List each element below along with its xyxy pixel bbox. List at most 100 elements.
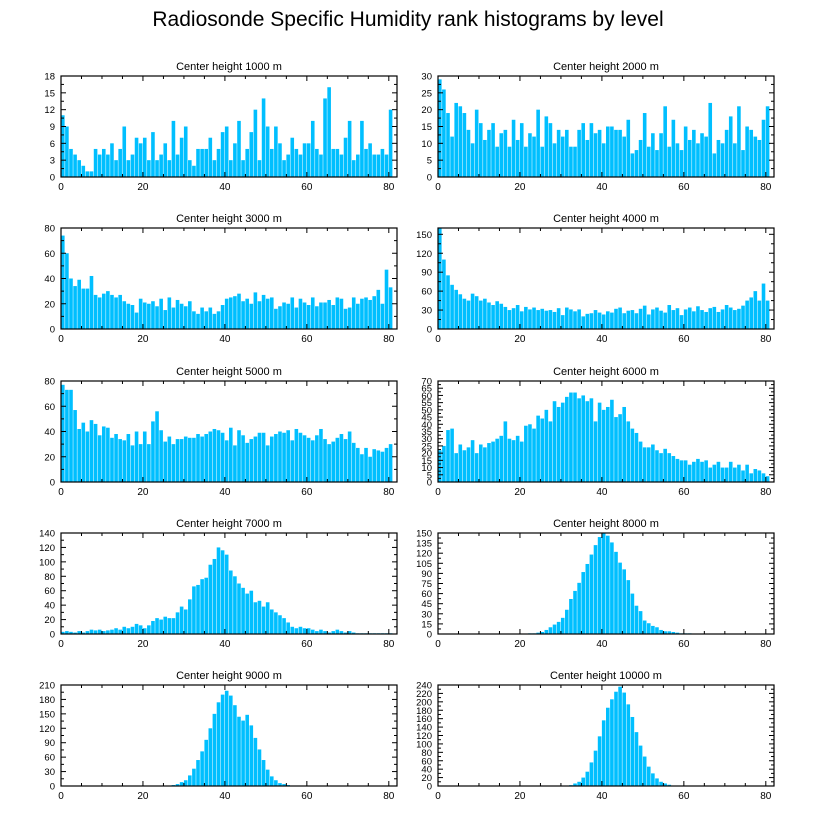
- histogram-bar: [351, 442, 356, 482]
- histogram-bar: [204, 434, 209, 482]
- histogram-bar: [335, 297, 340, 329]
- histogram-bar: [384, 447, 389, 482]
- histogram-bar: [204, 739, 209, 786]
- histogram-bar: [245, 714, 249, 786]
- histogram-bar: [606, 707, 610, 786]
- histogram-bar: [646, 314, 651, 329]
- y-tick-label: 15: [421, 456, 432, 467]
- histogram-bar: [208, 307, 213, 329]
- y-tick-label: 30: [421, 434, 432, 445]
- histogram-bar: [655, 450, 659, 482]
- histogram-bar: [216, 702, 221, 786]
- histogram-bar: [597, 402, 602, 482]
- histogram-bar: [589, 123, 594, 177]
- histogram-bar: [323, 631, 327, 634]
- histogram-bar: [388, 444, 393, 483]
- histogram-panel-4: Center height 4000 m 0 20 40 60 80 0 30 60 90 120 1…: [416, 213, 775, 345]
- histogram-bar: [536, 109, 540, 177]
- x-tick-label: 40: [596, 791, 608, 802]
- y-tick-label: 150: [39, 709, 55, 720]
- histogram-bar: [478, 444, 483, 482]
- histogram-bar: [261, 432, 266, 482]
- histogram-bar: [183, 306, 188, 329]
- histogram-bar: [610, 312, 614, 329]
- y-tick-label: 5: [427, 156, 432, 167]
- histogram-bar: [310, 297, 315, 329]
- y-tick-label: 20: [44, 615, 55, 626]
- histogram-bar: [765, 106, 770, 177]
- histogram-bar: [220, 432, 225, 482]
- histogram-bar: [569, 598, 573, 634]
- x-tick-label: 60: [678, 791, 690, 802]
- histogram-bar: [208, 728, 213, 786]
- histogram-bar: [757, 470, 762, 482]
- histogram-bar: [671, 119, 676, 177]
- histogram-bar: [323, 302, 327, 329]
- histogram-bar: [122, 301, 127, 329]
- histogram-bar: [220, 550, 225, 634]
- histogram-bar: [716, 311, 721, 329]
- histogram-bar: [147, 625, 151, 634]
- histogram-bar: [171, 618, 176, 634]
- histogram-bar: [294, 428, 299, 482]
- histogram-bar: [503, 306, 508, 329]
- histogram-bar: [519, 123, 524, 177]
- histogram-bar: [269, 609, 274, 634]
- y-tick-label: 60: [44, 753, 55, 764]
- y-tick-label: 20: [421, 105, 432, 116]
- histogram-bar: [696, 458, 700, 482]
- histogram-bar: [548, 421, 553, 482]
- histogram-bar: [585, 563, 590, 634]
- histogram-bar: [282, 160, 286, 177]
- histogram-bar: [110, 437, 114, 482]
- histogram-bar: [687, 464, 692, 482]
- histogram-bar: [638, 139, 643, 177]
- histogram-bar: [515, 139, 520, 177]
- histogram-bar: [261, 294, 266, 329]
- histogram-bar: [188, 301, 192, 329]
- histogram-bar: [536, 415, 540, 482]
- y-tick-label: 5: [427, 470, 432, 481]
- histogram-bar: [458, 444, 463, 482]
- y-tick-label: 180: [39, 695, 55, 706]
- x-tick-label: 80: [383, 182, 395, 193]
- histogram-bar: [183, 609, 188, 634]
- histogram-bar: [728, 461, 733, 482]
- y-tick-label: 60: [421, 391, 432, 402]
- histogram-bar: [663, 106, 667, 177]
- histogram-bar: [565, 129, 569, 177]
- histogram-bar: [241, 435, 245, 482]
- histogram-bar: [388, 109, 393, 177]
- x-tick-label: 60: [678, 334, 690, 345]
- histogram-bar: [233, 576, 237, 634]
- histogram-bar: [364, 297, 368, 329]
- y-tick-label: 0: [427, 173, 432, 184]
- histogram-bar: [638, 745, 643, 786]
- histogram-bar: [577, 582, 581, 634]
- histogram-bar: [302, 143, 307, 177]
- histogram-bar: [204, 148, 209, 177]
- histogram-bar: [229, 297, 233, 329]
- histogram-bar: [556, 621, 561, 634]
- histogram-bar: [540, 146, 545, 177]
- histogram-bar: [335, 629, 340, 634]
- y-tick-label: 60: [44, 586, 55, 597]
- histogram-bar: [327, 444, 331, 483]
- y-tick-label: 45: [421, 413, 432, 424]
- histogram-bar: [216, 430, 221, 482]
- histogram-bar: [618, 307, 622, 329]
- histogram-bar: [671, 310, 676, 329]
- histogram-bar: [372, 296, 377, 329]
- histogram-bar: [438, 228, 442, 329]
- histogram-bar: [380, 451, 385, 482]
- histogram-bar: [667, 305, 672, 329]
- histogram-bar: [77, 160, 81, 177]
- histogram-bar: [474, 296, 479, 329]
- x-tick-label: 60: [301, 639, 313, 650]
- histogram-bar: [601, 533, 606, 634]
- histogram-bar: [634, 150, 639, 177]
- histogram-bar: [114, 628, 118, 634]
- y-tick-label: 0: [50, 630, 55, 641]
- histogram-bar: [61, 235, 65, 329]
- histogram-bar: [65, 631, 69, 634]
